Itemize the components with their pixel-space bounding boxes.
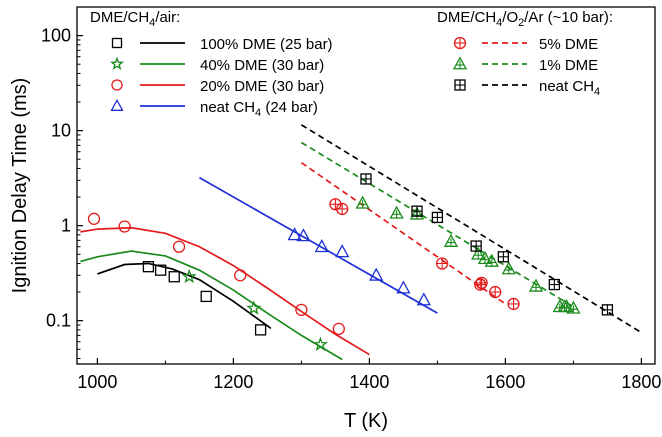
series-points-0 [142, 261, 267, 336]
circle-marker [234, 269, 247, 282]
x-tick-label: 1600 [485, 372, 525, 392]
legend-right-label: 1% DME [539, 57, 598, 74]
series-line-6 [300, 124, 642, 334]
x-axis-label: T (K) [344, 410, 388, 432]
legend-left-label: neat CH4 (24 bar) [200, 99, 318, 119]
square-marker [168, 271, 180, 283]
circle-marker [87, 212, 101, 225]
x-tick-label: 1400 [349, 372, 389, 392]
square-marker [254, 324, 267, 336]
y-tick-label: 0.1 [46, 311, 71, 331]
legend-right-label: neat CH4 [539, 78, 600, 98]
legend-left-label: 100% DME (25 bar) [200, 36, 333, 53]
triangle-marker [314, 239, 329, 253]
x-tick-label: 1800 [621, 372, 661, 392]
legend-left-label: 40% DME (30 bar) [200, 57, 324, 74]
triangle-marker [416, 292, 431, 306]
x-tick-label: 1000 [77, 372, 117, 392]
circle-marker [111, 79, 123, 91]
square-marker [154, 264, 167, 276]
plot-frame [76, 6, 656, 365]
series-line-5 [300, 141, 574, 308]
y-tick-label: 100 [41, 26, 71, 46]
legend-right-label: 5% DME [539, 36, 598, 53]
legend-left-label: 20% DME (30 bar) [200, 78, 324, 95]
circle-marker [295, 303, 308, 316]
x-tick-label: 1200 [213, 372, 253, 392]
triangle-marker [287, 227, 302, 241]
legend-left-title: DME/CH4/air: [90, 9, 180, 29]
circle-marker [332, 322, 345, 336]
series-line-4 [300, 161, 506, 305]
y-tick-label: 10 [51, 121, 71, 141]
star-marker [181, 268, 197, 284]
triangle-marker [296, 228, 311, 242]
series-points-1 [181, 268, 329, 352]
triangle-marker [396, 280, 411, 294]
star-marker [109, 56, 125, 71]
series-markers [87, 173, 614, 352]
square-marker [111, 37, 123, 49]
triangle-marker [369, 267, 384, 281]
series-line-0 [97, 262, 272, 330]
series-line-1 [80, 250, 343, 361]
star-marker [312, 336, 329, 352]
legend-right-title: DME/CH4/O2/Ar (~10 bar): [437, 9, 613, 29]
legend-left: DME/CH4/air: 100% DME (25 bar) 40% DME (30… [90, 9, 333, 119]
series-points-2 [87, 212, 345, 336]
y-axis-label: Ignition Delay Time (ms) [9, 78, 31, 294]
square-marker [142, 261, 155, 273]
star-marker [246, 300, 262, 315]
series-points-4 [329, 198, 520, 311]
axes: 1000 1200 1400 1600 1800 0.1 1 10 100 [41, 6, 661, 392]
square-marker [200, 290, 212, 303]
series-points-6 [360, 173, 614, 316]
triangle-marker [110, 98, 124, 111]
y-tick-label: 1 [61, 216, 71, 236]
series-points-5 [355, 195, 581, 314]
triangle-marker [335, 244, 350, 258]
series-points-3 [287, 227, 431, 306]
circle-marker [172, 240, 186, 253]
legend-right: DME/CH4/O2/Ar (~10 bar): 5% DME 1% DME neat… [437, 9, 613, 98]
circle-marker [118, 220, 131, 233]
plot-area [76, 6, 656, 365]
series-lines [80, 124, 642, 361]
series-line-2 [80, 226, 370, 356]
